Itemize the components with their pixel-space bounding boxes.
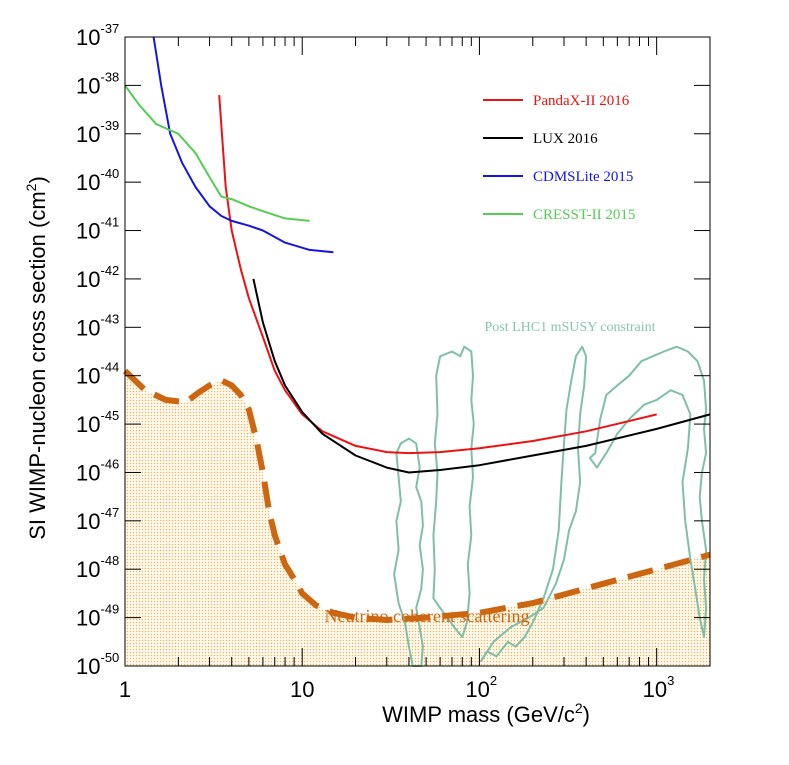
x-tick-labels: 1 10 102 103 [119, 673, 674, 702]
msusy-contour-3 [480, 345, 588, 663]
legend-label: LUX 2016 [533, 131, 598, 147]
y-tick-label: 10-43 [76, 311, 119, 340]
neutrino-floor-region [125, 370, 710, 666]
y-tick-label: 10-37 [76, 21, 119, 50]
y-tick-label: 10-46 [76, 456, 119, 485]
legend: PandaX-II 2016 LUX 2016 CDMSLite 2015 CRESS… [483, 93, 635, 223]
tick-group [124, 36, 711, 667]
msusy-contour-2 [432, 345, 475, 638]
y-tick-label: 10-39 [76, 118, 119, 147]
msusy-annotation: Post LHC1 mSUSY constraint [485, 320, 656, 335]
y-axis-title: SI WIMP-nucleon cross section (cm2) [23, 176, 50, 540]
neutrino-annotation: Neutrino coherent scattering [325, 606, 530, 626]
series-group [122, 36, 711, 623]
y-tick-label: 10-42 [76, 263, 119, 292]
y-tick-label: 10-44 [76, 360, 119, 389]
y-tick-label: 10-45 [76, 408, 119, 437]
y-tick-label: 10-41 [76, 215, 119, 244]
y-tick-labels: 10-37 10-38 10-39 10-40 10-41 10-42 10-43 10-44… [76, 21, 119, 679]
series-line-neutrino-coherent-scattering [122, 368, 711, 623]
msusy-contour-4 [588, 345, 708, 638]
y-tick-label: 10-49 [76, 602, 119, 631]
x-axis-title: WIMP mass (GeV/c2) [382, 700, 590, 727]
series-line-cdmslite-2015 [152, 36, 334, 254]
x-tick-label: 103 [643, 673, 675, 702]
x-tick-label: 10 [290, 677, 314, 702]
y-tick-label: 10-50 [76, 650, 119, 679]
x-tick-label: 1 [119, 677, 131, 702]
series-line-lux-2016 [252, 278, 711, 474]
plot-frame [124, 36, 711, 667]
y-tick-label: 10-38 [76, 69, 119, 98]
legend-label: PandaX-II 2016 [533, 93, 630, 109]
x-tick-label: 102 [465, 673, 497, 702]
y-tick-label: 10-48 [76, 553, 119, 582]
y-tick-label: 10-40 [76, 166, 119, 195]
series-line-cresst-ii-2015 [124, 84, 310, 222]
y-tick-label: 10-47 [76, 505, 119, 534]
legend-label: CRESST-II 2015 [533, 207, 635, 223]
legend-label: CDMSLite 2015 [533, 169, 633, 185]
